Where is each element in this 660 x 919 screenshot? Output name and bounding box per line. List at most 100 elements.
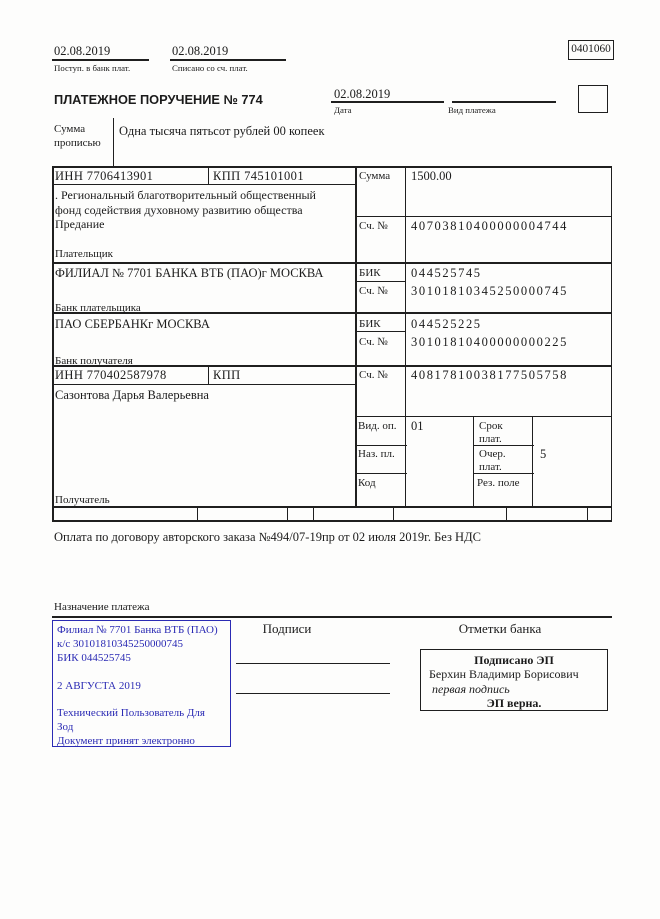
bank-marks-label: Отметки банка <box>458 621 542 636</box>
doc-date: 02.08.2019 <box>334 87 391 101</box>
table-line <box>473 416 475 507</box>
payer-bank-account-label: Сч. № <box>359 285 388 297</box>
table-line <box>287 507 289 521</box>
table-line <box>313 507 315 521</box>
debited-date-line <box>170 59 286 61</box>
table-line <box>473 472 534 474</box>
priority-label: Очер. плат. <box>479 448 506 473</box>
bank-stamp-line: Зод <box>57 721 74 734</box>
payer-name: . Региональный благотворительный обществ… <box>55 188 316 232</box>
table-line <box>208 365 210 384</box>
code-label: Код <box>358 477 376 489</box>
payer-inn: ИНН 7706413901 <box>55 169 154 183</box>
table-line <box>52 506 612 508</box>
bank-stamp-spacer <box>57 666 226 680</box>
signature-stamp-name: Берхин Владимир Борисович <box>429 667 579 682</box>
table-line <box>393 507 395 521</box>
form-code: 0401060 <box>571 43 611 55</box>
table-line <box>52 520 612 522</box>
purpose-text: Оплата по договору авторского заказа №49… <box>54 530 481 544</box>
table-line <box>355 472 407 474</box>
payer-bank-section-label: Банк плательщика <box>55 302 141 314</box>
payee-section-label: Получатель <box>55 494 110 506</box>
table-line <box>52 166 54 521</box>
received-date-label: Поступ. в банк плат. <box>54 63 131 73</box>
table-line <box>52 183 356 185</box>
payment-type-line <box>452 101 556 103</box>
payer-bank-bik-label: БИК <box>359 267 381 279</box>
payment-type-box <box>578 85 608 113</box>
payer-bank-bik-value: 044525745 <box>411 266 482 280</box>
table-line <box>355 330 406 332</box>
bank-stamp-line: Технический Пользователь Для <box>57 707 205 720</box>
payee-account-value: 40817810038177505758 <box>411 368 568 382</box>
table-line <box>52 365 612 367</box>
sum-label: Сумма <box>359 170 391 182</box>
payee-name: Сазонтова Дарья Валерьевна <box>55 388 209 402</box>
bank-stamp-line: Документ принят электронно <box>57 735 195 748</box>
table-line <box>405 166 407 507</box>
amount-words-label: Сумма прописью <box>54 123 101 149</box>
payee-bank-section-label: Банк получателя <box>55 355 133 367</box>
payee-inn: ИНН 770402587978 <box>55 368 167 382</box>
bank-stamp-spacer <box>57 694 226 708</box>
bank-stamp-line: БИК 044525745 <box>57 651 131 664</box>
table-line <box>355 216 612 218</box>
table-line <box>355 280 406 282</box>
table-line <box>52 312 612 314</box>
debited-date: 02.08.2019 <box>172 44 229 58</box>
bank-stamp-line: Филиал № 7701 Банка ВТБ (ПАО) <box>57 624 218 636</box>
payer-bank-account-value: 30101810345250000745 <box>411 284 568 298</box>
op-type-label: Вид. оп. <box>358 420 397 432</box>
table-line <box>587 507 589 521</box>
table-line <box>52 166 612 168</box>
reserve-label: Рез. поле <box>477 477 520 489</box>
purpose-section-label: Назначение платежа <box>54 601 150 613</box>
doc-date-line <box>331 101 444 103</box>
table-line <box>532 416 534 507</box>
payment-type-label: Вид платежа <box>448 105 496 115</box>
signature-stamp-verified: ЭП верна. <box>486 695 542 710</box>
signature-line-2 <box>236 693 390 695</box>
purpose-code-label: Наз. пл. <box>358 448 395 460</box>
amount-words-value: Одна тысяча пятьсот рублей 00 копеек <box>119 124 325 138</box>
pay-term-label: Срок плат. <box>479 420 503 445</box>
bank-stamp-line: 2 АВГУСТА 2019 <box>57 679 141 692</box>
payee-kpp: КПП <box>213 368 241 382</box>
priority-value: 5 <box>540 447 547 461</box>
signature-line-1 <box>236 663 390 665</box>
payer-account-label: Сч. № <box>359 220 388 232</box>
payee-bank-bik-label: БИК <box>359 318 381 330</box>
signature-verification-stamp: Подписано ЭП Берхин Владимир Борисович п… <box>420 649 608 711</box>
bank-stamp-line: к/с 30101810345250000745 <box>57 637 184 650</box>
table-line <box>610 166 612 521</box>
payer-account-value: 40703810400000004744 <box>411 219 568 233</box>
table-line <box>355 166 357 507</box>
amount-words-divider <box>113 118 115 167</box>
table-line <box>52 262 612 264</box>
payer-section-label: Плательщик <box>55 248 113 260</box>
payer-kpp: КПП 745101001 <box>213 169 304 183</box>
sum-value: 1500.00 <box>411 169 452 183</box>
table-line <box>473 444 534 446</box>
form-code-box: 0401060 <box>568 40 614 60</box>
signature-stamp-subtitle: первая подпись <box>432 681 510 696</box>
table-line <box>355 416 612 418</box>
table-line <box>208 166 210 184</box>
payer-bank-name: ФИЛИАЛ № 7701 БАНКА ВТБ (ПАО)г МОСКВА <box>55 266 324 280</box>
signatures-label: Подписи <box>262 621 312 636</box>
table-line <box>197 507 199 521</box>
doc-date-label: Дата <box>334 105 352 115</box>
payee-account-label: Сч. № <box>359 369 388 381</box>
document-title: ПЛАТЕЖНОЕ ПОРУЧЕНИЕ № 774 <box>54 92 263 107</box>
table-line <box>506 507 508 521</box>
debited-date-label: Списано со сч. плат. <box>172 63 248 73</box>
received-date-line <box>52 59 149 61</box>
bank-acceptance-stamp: Филиал № 7701 Банка ВТБ (ПАО) к/с 301018… <box>52 620 231 747</box>
table-line <box>355 444 407 446</box>
received-date: 02.08.2019 <box>54 44 111 58</box>
table-line <box>52 383 356 385</box>
payee-bank-account-label: Сч. № <box>359 336 388 348</box>
signature-stamp-title: Подписано ЭП <box>474 653 554 667</box>
